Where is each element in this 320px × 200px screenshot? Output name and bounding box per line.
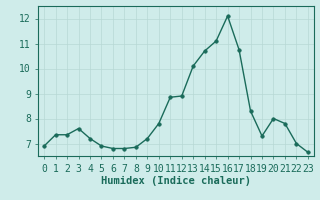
X-axis label: Humidex (Indice chaleur): Humidex (Indice chaleur) bbox=[101, 176, 251, 186]
